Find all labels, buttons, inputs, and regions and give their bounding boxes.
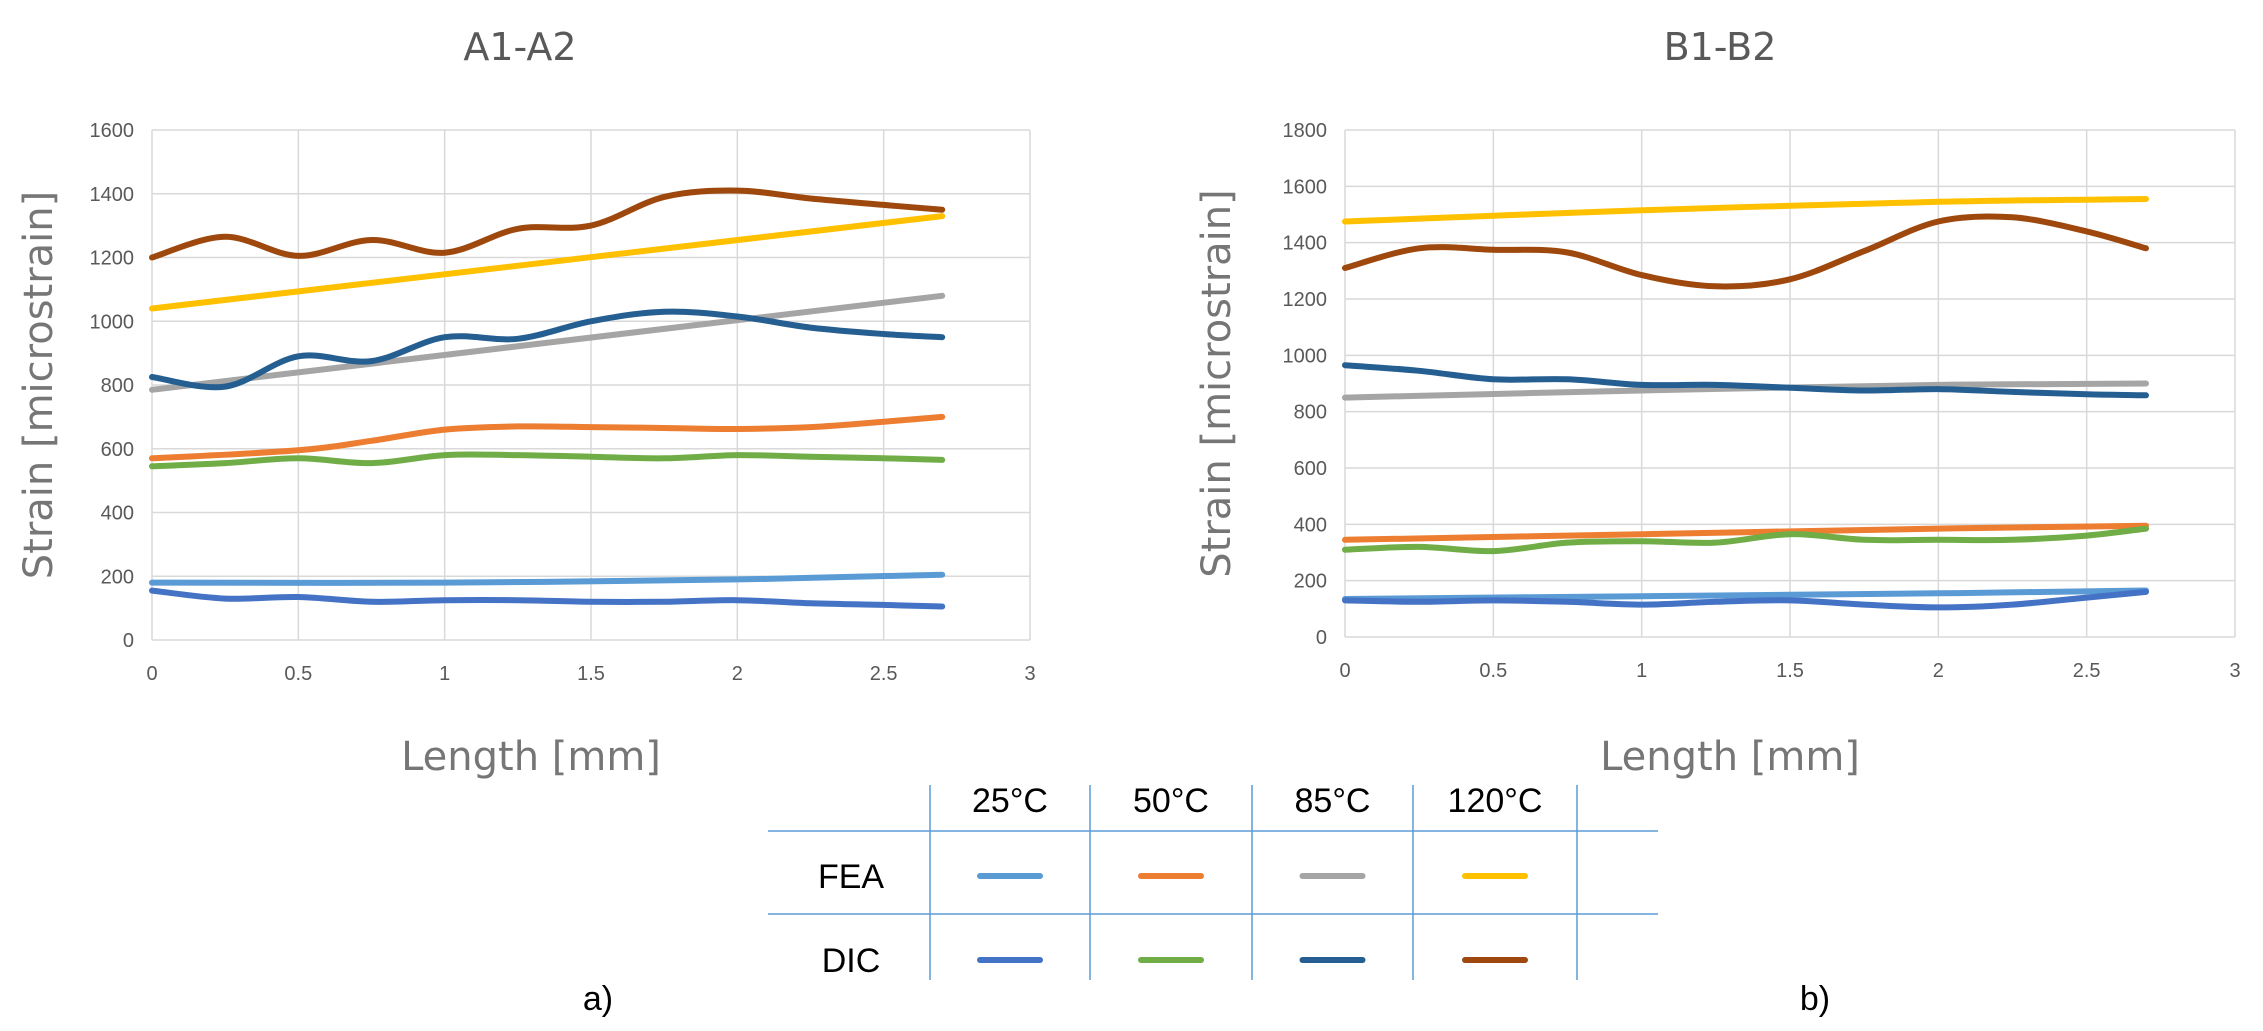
x-tick-label: 1 xyxy=(1636,660,1647,682)
x-tick-label: 0 xyxy=(1339,660,1350,682)
y-tick-label: 1000 xyxy=(1283,345,1328,367)
y-tick-label: 1600 xyxy=(1283,176,1328,198)
x-tick-label: 0 xyxy=(146,663,157,685)
y-tick-label: 1600 xyxy=(90,120,135,142)
series-line-fea-25-c xyxy=(149,571,946,586)
series-line-fea-120-c xyxy=(149,213,946,312)
x-tick-label: 0.5 xyxy=(284,663,312,685)
y-tick-label: 400 xyxy=(101,503,134,525)
series-line-dic-85-c xyxy=(149,308,946,391)
y-tick-label: 800 xyxy=(1294,402,1327,424)
y-tick-label: 0 xyxy=(1316,627,1327,649)
x-tick-label: 3 xyxy=(2229,660,2240,682)
x-axis-label: Length [mm] xyxy=(1600,734,1860,780)
y-tick-label: 200 xyxy=(1294,571,1327,593)
x-tick-label: 1 xyxy=(439,663,450,685)
x-tick-label: 0.5 xyxy=(1479,660,1507,682)
series-line-dic-120-c xyxy=(1342,213,2149,290)
x-tick-label: 2 xyxy=(732,663,743,685)
y-axis-label: Strain [microstrain] xyxy=(1194,189,1240,577)
legend-row-label: FEA xyxy=(818,858,884,896)
legend-column-header: 25°C xyxy=(972,782,1048,820)
series-line-fea-50-c xyxy=(149,413,946,462)
y-tick-label: 1400 xyxy=(1283,233,1328,255)
y-tick-label: 1200 xyxy=(90,248,135,270)
chart-panel-a1-a2: 0 200 400 600 800 1000 1200 1400 1600 0 0.5 1 1.5 2 2.… xyxy=(16,25,1036,1018)
x-tick-label: 3 xyxy=(1024,663,1035,685)
legend-column-header: 85°C xyxy=(1295,782,1371,820)
panel-tag: b) xyxy=(1800,980,1830,1018)
series-line-fea-120-c xyxy=(1342,196,2149,225)
x-tick-label: 1.5 xyxy=(1776,660,1804,682)
y-tick-label: 400 xyxy=(1294,514,1327,536)
y-tick-label: 1200 xyxy=(1283,289,1328,311)
series-line-dic-25-c xyxy=(149,587,946,610)
series-line-dic-85-c xyxy=(1342,362,2149,399)
chart-panel-b1-b2: 0 200 400 600 800 1000 1200 1400 1600 1800 0 0.5 1 1.… xyxy=(1194,25,2241,1018)
y-tick-label: 0 xyxy=(123,630,134,652)
y-tick-label: 1400 xyxy=(90,184,135,206)
legend-table: 25°C 50°C 85°C 120°C FEA DIC xyxy=(768,782,1658,980)
legend-column-header: 120°C xyxy=(1448,782,1543,820)
x-tick-label: 2.5 xyxy=(2073,660,2101,682)
y-tick-label: 1800 xyxy=(1283,120,1328,142)
series-line-dic-50-c xyxy=(149,451,946,470)
series-line-fea-25-c xyxy=(1342,587,2149,602)
series-line-fea-50-c xyxy=(1342,522,2149,543)
chart-title: B1-B2 xyxy=(1664,25,1777,69)
y-tick-label: 800 xyxy=(101,375,134,397)
chart-title: A1-A2 xyxy=(463,25,576,69)
x-tick-label: 2 xyxy=(1933,660,1944,682)
y-tick-label: 600 xyxy=(1294,458,1327,480)
x-tick-label: 2.5 xyxy=(870,663,898,685)
y-axis-label: Strain [microstrain] xyxy=(16,191,62,579)
x-axis-label: Length [mm] xyxy=(401,734,661,780)
legend-column-header: 50°C xyxy=(1133,782,1209,820)
series-line-dic-50-c xyxy=(1342,525,2149,555)
series-line-dic-120-c xyxy=(149,187,946,261)
panel-tag: a) xyxy=(583,980,613,1018)
series-line-fea-85-c xyxy=(149,292,946,393)
y-tick-label: 600 xyxy=(101,439,134,461)
legend-row-label: DIC xyxy=(822,942,881,980)
series-line-dic-25-c xyxy=(1342,588,2149,611)
y-tick-label: 200 xyxy=(101,566,134,588)
y-tick-label: 1000 xyxy=(90,311,135,333)
x-tick-label: 1.5 xyxy=(577,663,605,685)
